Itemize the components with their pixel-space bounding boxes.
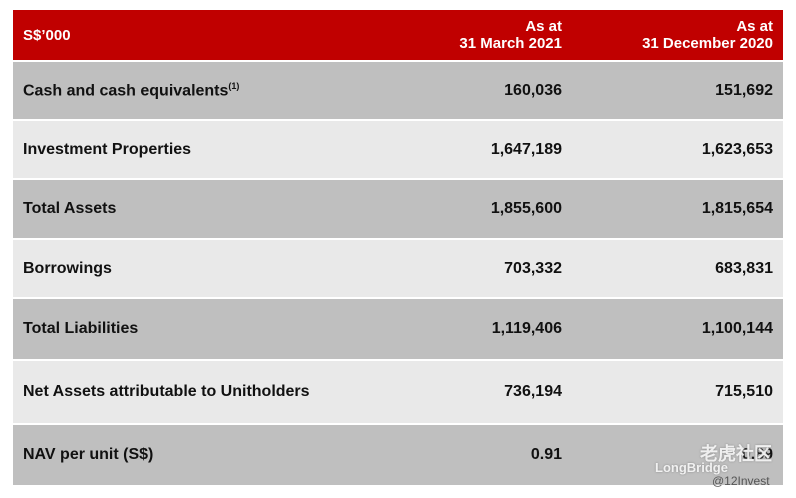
table-row: Net Assets attributable to Unitholders 73… [13, 361, 783, 425]
row-label: NAV per unit (S$) [23, 446, 154, 463]
row-label: Total Assets [23, 200, 117, 217]
row-label-cell: Investment Properties [13, 141, 312, 159]
footnote-ref: (1) [228, 80, 240, 91]
row-label-cell: Total Assets [13, 200, 312, 218]
row-label-cell: Net Assets attributable to Unitholders [13, 383, 312, 401]
table-row: Borrowings 703,332 683,831 [13, 240, 783, 299]
row-label-cell: NAV per unit (S$) [13, 446, 312, 464]
value-cell: 151,692 [715, 81, 773, 99]
header-label: S$’000 [23, 26, 71, 44]
value-cell: 683,831 [715, 259, 773, 277]
value-cell: 1,100,144 [701, 320, 773, 337]
header-col: As at 31 March 2021 [312, 18, 562, 52]
value-cell: 1,623,653 [701, 140, 773, 158]
header-row: S$’000 As at 31 March 2021 As at 31 Decemb… [13, 10, 783, 62]
value-cell: 1,815,654 [701, 200, 773, 217]
value-cell: 1,647,189 [490, 140, 562, 158]
value-cell: 1,119,406 [491, 320, 562, 337]
table-row: Cash and cash equivalents(1) 160,036 151,6… [13, 62, 783, 121]
row-label-cell: Cash and cash equivalents(1) [13, 81, 312, 100]
row-label-cell: Borrowings [13, 260, 312, 278]
row-label: Cash and cash equivalents [23, 82, 229, 100]
table-row: Investment Properties 1,647,189 1,623,653 [13, 121, 783, 180]
table: S$’000 As at 31 March 2021 As at 31 Decemb… [13, 10, 783, 487]
value-cell: 715,510 [715, 383, 773, 400]
row-label-cell: Total Liabilities [13, 320, 312, 338]
value-cell: 160,036 [504, 81, 562, 99]
table-row: NAV per unit (S$) 0.91 0.89 [13, 425, 783, 487]
row-label: Borrowings [23, 259, 112, 277]
value-cell: 703,332 [504, 259, 562, 277]
value-cell: 0.89 [741, 446, 773, 463]
header-line: As at [736, 18, 773, 35]
watermark-handle: @12Invest [712, 474, 770, 488]
watermark-sub: LongBridge [655, 460, 728, 475]
row-label: Total Liabilities [23, 320, 139, 337]
table-row: Total Assets 1,855,600 1,815,654 [13, 180, 783, 240]
watermark-brand: 老虎社区 [700, 444, 772, 464]
table-row: Total Liabilities 1,119,406 1,100,144 [13, 299, 783, 361]
row-label: Investment Properties [23, 140, 192, 158]
value-cell: 0.91 [530, 446, 562, 463]
header-line: 31 December 2020 [642, 35, 773, 52]
header-col: As at 31 December 2020 [562, 18, 783, 52]
row-label: Net Assets attributable to Unitholders [23, 383, 310, 400]
header-line: 31 March 2021 [459, 35, 562, 52]
header-line: As at [525, 18, 562, 35]
value-cell: 1,855,600 [490, 200, 562, 217]
value-cell: 736,194 [504, 383, 562, 400]
